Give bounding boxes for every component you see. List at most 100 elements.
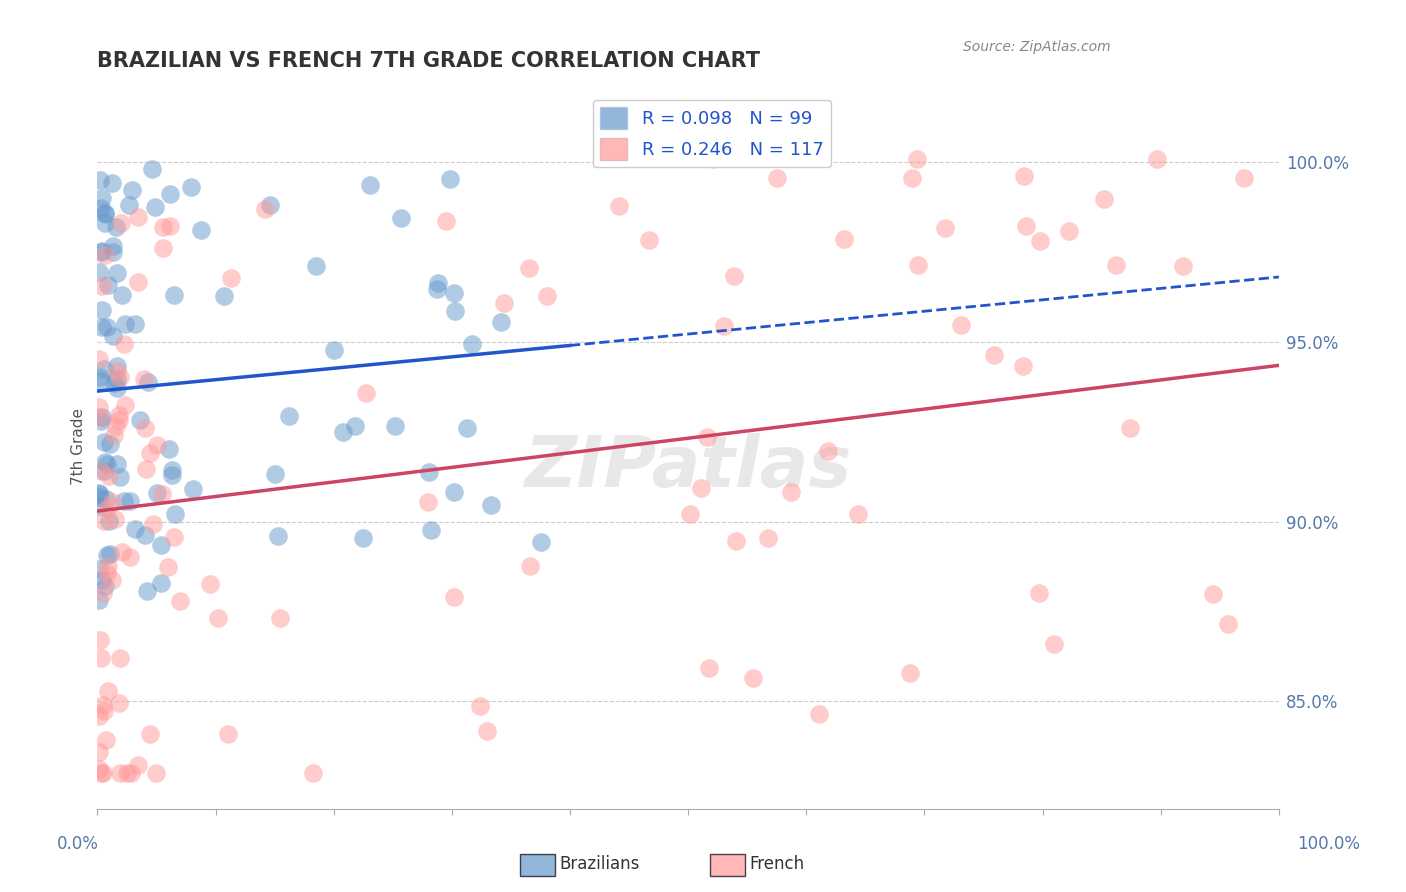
Point — [96, 548, 118, 562]
Point — [807, 706, 830, 721]
Point — [426, 283, 449, 297]
Point — [354, 385, 377, 400]
Point — [98, 514, 121, 528]
Point — [156, 560, 179, 574]
Point — [135, 462, 157, 476]
Point — [470, 698, 492, 713]
Point — [1043, 637, 1066, 651]
Point — [114, 397, 136, 411]
Text: French: French — [749, 855, 804, 873]
Point — [146, 438, 169, 452]
Point — [713, 318, 735, 333]
Point — [104, 418, 127, 433]
Point — [105, 372, 128, 386]
Point — [93, 362, 115, 376]
Point — [112, 336, 135, 351]
Point — [163, 288, 186, 302]
Point — [121, 183, 143, 197]
Point — [101, 176, 124, 190]
Point — [517, 261, 540, 276]
Point — [103, 427, 125, 442]
Point — [1105, 258, 1128, 272]
Point — [94, 248, 117, 262]
Point — [832, 231, 855, 245]
Point — [439, 171, 461, 186]
Point — [90, 320, 112, 334]
Point — [90, 464, 112, 478]
Point — [108, 650, 131, 665]
Point — [264, 467, 287, 481]
Point — [89, 491, 111, 505]
Point — [90, 201, 112, 215]
Point — [94, 455, 117, 469]
Point — [93, 205, 115, 219]
Point — [89, 709, 111, 723]
Point — [98, 436, 121, 450]
Point — [118, 550, 141, 565]
Point — [359, 178, 381, 192]
Point — [96, 457, 118, 471]
Point — [690, 481, 713, 495]
Point — [146, 486, 169, 500]
Legend: R = 0.098   N = 99, R = 0.246   N = 117: R = 0.098 N = 99, R = 0.246 N = 117 — [593, 100, 831, 167]
Point — [96, 566, 118, 580]
Point — [150, 576, 173, 591]
Point — [93, 705, 115, 719]
Point — [756, 531, 779, 545]
Point — [87, 499, 110, 513]
Point — [98, 468, 121, 483]
Point — [1216, 616, 1239, 631]
Point — [352, 531, 374, 545]
Point — [259, 198, 281, 212]
Point — [87, 400, 110, 414]
Point — [266, 529, 288, 543]
Point — [443, 485, 465, 500]
Point — [93, 435, 115, 450]
Point — [254, 202, 277, 216]
Point — [697, 661, 720, 675]
Point — [157, 442, 180, 457]
Point — [94, 216, 117, 230]
Point — [180, 179, 202, 194]
Point — [138, 375, 160, 389]
Point — [219, 270, 242, 285]
Point — [181, 482, 204, 496]
Point — [90, 244, 112, 259]
Point — [723, 268, 745, 283]
Point — [105, 381, 128, 395]
Point — [87, 351, 110, 366]
Point — [108, 766, 131, 780]
Y-axis label: 7th Grade: 7th Grade — [72, 408, 86, 484]
Point — [101, 574, 124, 588]
Point — [138, 727, 160, 741]
Point — [1146, 152, 1168, 166]
Point — [91, 278, 114, 293]
Point — [134, 528, 156, 542]
Point — [163, 530, 186, 544]
Point — [159, 219, 181, 233]
Point — [107, 413, 129, 427]
Point — [94, 579, 117, 593]
Point — [494, 296, 516, 310]
Text: BRAZILIAN VS FRENCH 7TH GRADE CORRELATION CHART: BRAZILIAN VS FRENCH 7TH GRADE CORRELATIO… — [97, 51, 761, 70]
Point — [105, 458, 128, 472]
Point — [145, 766, 167, 780]
Point — [443, 304, 465, 318]
Point — [1028, 586, 1050, 600]
Point — [163, 508, 186, 522]
Point — [89, 370, 111, 384]
Point — [143, 200, 166, 214]
Point — [900, 666, 922, 681]
Point — [1015, 219, 1038, 234]
Point — [127, 210, 149, 224]
Point — [934, 221, 956, 235]
Point — [420, 523, 443, 537]
Point — [198, 576, 221, 591]
Point — [114, 317, 136, 331]
Point — [190, 223, 212, 237]
Point — [443, 591, 465, 605]
Point — [141, 162, 163, 177]
Point — [679, 508, 702, 522]
Point — [846, 507, 869, 521]
Point — [302, 766, 325, 780]
